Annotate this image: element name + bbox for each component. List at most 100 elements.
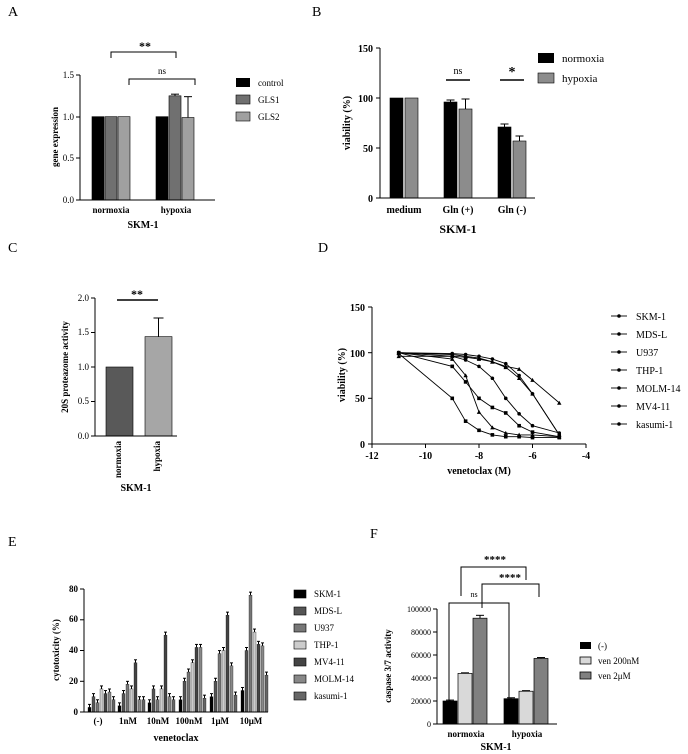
data-point — [516, 366, 522, 371]
bar — [458, 108, 473, 199]
panel-b-sig-label: * — [509, 65, 516, 80]
legend-swatch — [293, 640, 307, 650]
data-point — [396, 351, 401, 356]
bar — [457, 673, 473, 725]
bar — [533, 658, 549, 725]
legend-swatch — [293, 674, 307, 684]
legend-label: control — [258, 78, 284, 88]
legend-label: SKM-1 — [636, 312, 666, 323]
panel-a-yticks: 0.0 0.5 1.0 1.5 — [63, 70, 80, 205]
data-point — [463, 380, 468, 384]
bar — [194, 647, 199, 713]
panel-d-ylabel: viability (%) — [337, 348, 348, 402]
data-point — [517, 412, 521, 416]
panel-c-ytick: 0.0 — [78, 431, 90, 441]
panel-d-xtick: -12 — [365, 451, 378, 462]
panel-e-yticks: 0 20 40 60 80 — [69, 584, 84, 717]
legend-marker — [617, 314, 621, 318]
panel-f-yticks: 0 20000 40000 60000 80000 100000 — [407, 605, 437, 729]
panel-b-ytick: 50 — [363, 144, 373, 155]
data-point — [516, 376, 522, 381]
panel-f-sig-label: ns — [470, 590, 477, 599]
panel-c-ytick: 0.5 — [78, 396, 90, 406]
panel-c-ytick: 1.5 — [78, 327, 90, 337]
panel-e-category: 100nM — [176, 716, 204, 726]
panel-e-category: (-) — [94, 716, 103, 726]
panel-e-letter: E — [8, 535, 17, 550]
panel-b-legend: normoxia hypoxia — [537, 53, 604, 85]
legend-label: MOLM-14 — [314, 674, 354, 684]
panel-a-ytick: 0.0 — [63, 195, 75, 205]
panel-a-category: hypoxia — [161, 205, 192, 215]
bar — [225, 614, 230, 713]
data-point — [557, 431, 562, 435]
bar — [512, 140, 527, 199]
bar — [404, 97, 419, 199]
panel-d-ytick: 50 — [355, 394, 365, 405]
panel-b-yticks: 0 50 100 150 — [358, 44, 380, 205]
legend-label: GLS1 — [258, 95, 280, 105]
panel-f-ytick: 40000 — [411, 674, 431, 683]
panel-b-letter: B — [312, 5, 321, 20]
panel-c-bars — [105, 317, 173, 437]
panel-b-ytick: 100 — [358, 94, 373, 105]
panel-b-xlabel: SKM-1 — [439, 222, 476, 236]
panel-e-xlabel: venetoclax — [154, 733, 199, 744]
bar — [503, 698, 519, 725]
panel-b-category: Gln (-) — [498, 205, 527, 216]
bar — [190, 662, 195, 713]
bar — [240, 690, 245, 713]
data-point — [530, 423, 535, 428]
bar — [159, 688, 164, 713]
data-point — [530, 391, 535, 396]
legend-marker — [617, 332, 621, 336]
bar — [107, 691, 112, 713]
panel-d: D 0 50 100 150 -12 -10 -8 -6 -4 viabilit… — [318, 241, 680, 477]
panel-f-legend: (-) ven 200nM ven 2μM — [579, 641, 639, 681]
data-point — [490, 425, 495, 430]
bar — [244, 650, 249, 713]
legend-label: ven 2μM — [598, 671, 631, 681]
data-point — [463, 358, 468, 362]
legend-swatch — [579, 656, 592, 665]
legend-marker — [617, 368, 621, 372]
bar — [155, 116, 169, 201]
data-point — [517, 423, 521, 428]
bar — [103, 693, 108, 713]
data-point — [557, 400, 562, 405]
legend-label: THP-1 — [636, 366, 663, 377]
bar — [147, 702, 152, 713]
panel-f-category: hypoxia — [512, 729, 543, 739]
panel-f-ytick: 20000 — [411, 697, 431, 706]
panel-a-letter: A — [8, 5, 19, 20]
bar — [472, 617, 488, 725]
bar — [151, 688, 156, 713]
panel-d-ytick: 0 — [360, 440, 365, 451]
panel-c-category: normoxia — [113, 441, 123, 478]
panel-f-ytick: 80000 — [411, 628, 431, 637]
legend-swatch — [579, 671, 592, 680]
data-point — [450, 356, 455, 361]
bar — [95, 702, 100, 713]
panel-a: A 0.0 0.5 1.0 1.5 gene expression normox… — [8, 5, 284, 231]
legend-swatch — [293, 691, 307, 701]
bar — [497, 126, 512, 199]
panel-f-sig-bracket — [481, 583, 540, 608]
data-point — [476, 409, 482, 414]
bar — [264, 674, 269, 713]
panel-e-ytick: 20 — [69, 676, 79, 686]
panel-f-ytick: 60000 — [411, 651, 431, 660]
panel-a-sig-bracket — [110, 51, 177, 58]
bar — [155, 699, 160, 713]
panel-c-category: hypoxia — [152, 441, 162, 472]
legend-swatch — [293, 606, 307, 616]
bar — [111, 699, 116, 713]
data-point — [450, 396, 455, 401]
data-point — [503, 411, 508, 415]
panel-d-xtick: -10 — [419, 451, 432, 462]
legend-marker — [617, 350, 621, 354]
bar — [221, 650, 226, 713]
legend-label: GLS2 — [258, 112, 280, 122]
data-point — [530, 430, 535, 434]
bar — [256, 644, 261, 713]
